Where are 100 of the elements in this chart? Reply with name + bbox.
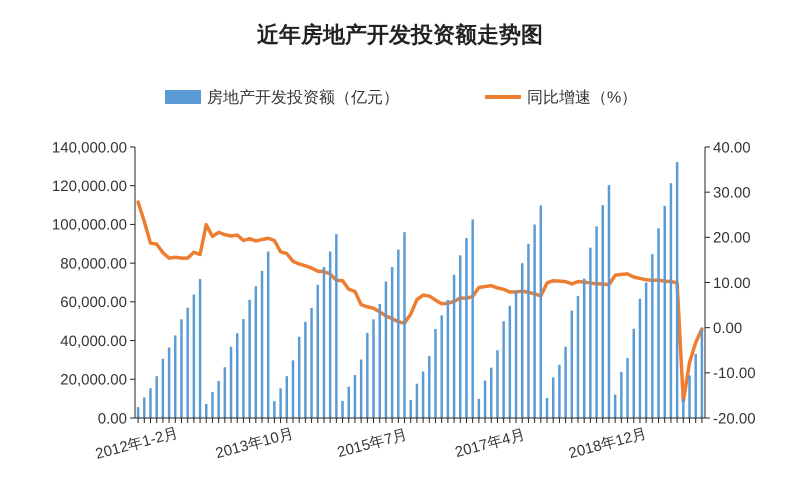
bar: [446, 300, 450, 418]
bar: [620, 372, 623, 418]
bar: [440, 315, 443, 418]
bar: [478, 398, 480, 418]
bar: [254, 286, 258, 418]
bar: [520, 263, 524, 418]
bar: [372, 319, 375, 418]
bar: [174, 335, 177, 418]
bar: [422, 372, 424, 418]
bar: [143, 397, 146, 418]
bar: [614, 394, 616, 418]
y2-tick-label: 20.00: [713, 230, 751, 247]
bar: [533, 224, 536, 418]
bar: [465, 238, 468, 418]
bar: [155, 376, 158, 418]
y2-tick-label: -10.00: [713, 365, 756, 382]
bar: [632, 328, 635, 418]
bar: [335, 234, 338, 418]
bar: [348, 386, 350, 418]
bar: [366, 332, 369, 418]
bar: [397, 250, 400, 418]
bar: [663, 206, 666, 418]
bar: [552, 377, 554, 418]
bar: [540, 205, 542, 418]
legend-label: 房地产开发投资额（亿元）: [207, 88, 399, 107]
bar: [273, 401, 276, 418]
bar: [384, 282, 388, 418]
bar: [589, 248, 592, 418]
bar: [162, 358, 164, 418]
bar: [608, 185, 610, 418]
y-tick-label: 120,000.00: [52, 178, 127, 195]
y2-tick-label: 40.00: [713, 139, 751, 156]
x-tick-label: 2013年10月: [214, 425, 296, 462]
bar: [428, 356, 431, 418]
bar: [328, 252, 332, 418]
bar: [570, 310, 574, 418]
bar: [286, 376, 288, 418]
bar: [490, 368, 492, 418]
bar: [564, 346, 567, 418]
bar: [694, 354, 697, 418]
bar: [558, 364, 561, 418]
chart-title: 近年房地产开发投资额走势图: [256, 22, 543, 47]
bar: [459, 255, 462, 418]
bar: [180, 319, 183, 418]
y-tick-label: 100,000.00: [52, 216, 127, 234]
bar: [644, 282, 648, 418]
bar: [416, 384, 418, 418]
bar: [304, 322, 307, 418]
bar: [279, 388, 282, 418]
y2-tick-label: 0.00: [713, 320, 742, 337]
bar: [217, 381, 220, 418]
bar: [508, 306, 512, 418]
bar: [316, 284, 320, 418]
bar: [354, 375, 356, 418]
bar: [205, 404, 208, 418]
bar: [626, 358, 629, 418]
x-tick-label: 2017年4月: [453, 426, 527, 462]
bar: [682, 398, 685, 418]
bar: [260, 270, 264, 418]
y2-tick-label: 30.00: [713, 184, 751, 202]
bar: [341, 400, 344, 418]
bar: [242, 319, 245, 418]
bar: [595, 226, 598, 418]
bar: [602, 205, 604, 418]
bar: [298, 336, 300, 418]
y2-tick-label: -20.00: [713, 410, 756, 428]
bar: [676, 162, 678, 418]
bar: [496, 350, 499, 418]
bar: [409, 400, 412, 418]
bar: [136, 407, 140, 418]
bar: [360, 360, 362, 418]
bar: [484, 380, 486, 418]
bar: [452, 274, 456, 418]
bar: [236, 333, 238, 418]
bar: [322, 267, 326, 418]
bar: [638, 298, 642, 418]
bar: [527, 244, 530, 418]
y-tick-label: 20,000.00: [60, 372, 127, 389]
y-tick-label: 140,000.00: [52, 139, 127, 156]
y-tick-label: 40,000.00: [60, 332, 127, 350]
bar: [248, 300, 251, 418]
y-tick-label: 80,000.00: [60, 255, 127, 272]
bar: [403, 232, 406, 418]
bar: [688, 375, 691, 418]
bar: [198, 279, 202, 418]
bar: [670, 183, 672, 418]
x-tick-label: 2018年12月: [566, 425, 649, 462]
bar: [211, 392, 214, 418]
bar: [186, 308, 189, 418]
bar: [582, 278, 586, 418]
bar: [651, 254, 654, 418]
bar: [230, 346, 232, 418]
bar: [514, 290, 518, 418]
bar: [657, 228, 660, 418]
bar: [224, 367, 226, 418]
bar: [378, 304, 381, 418]
bar: [471, 219, 474, 418]
y2-tick-label: 10.00: [713, 274, 751, 292]
x-tick-label: 2015年7月: [336, 426, 410, 462]
y-tick-label: 60,000.00: [60, 294, 127, 312]
